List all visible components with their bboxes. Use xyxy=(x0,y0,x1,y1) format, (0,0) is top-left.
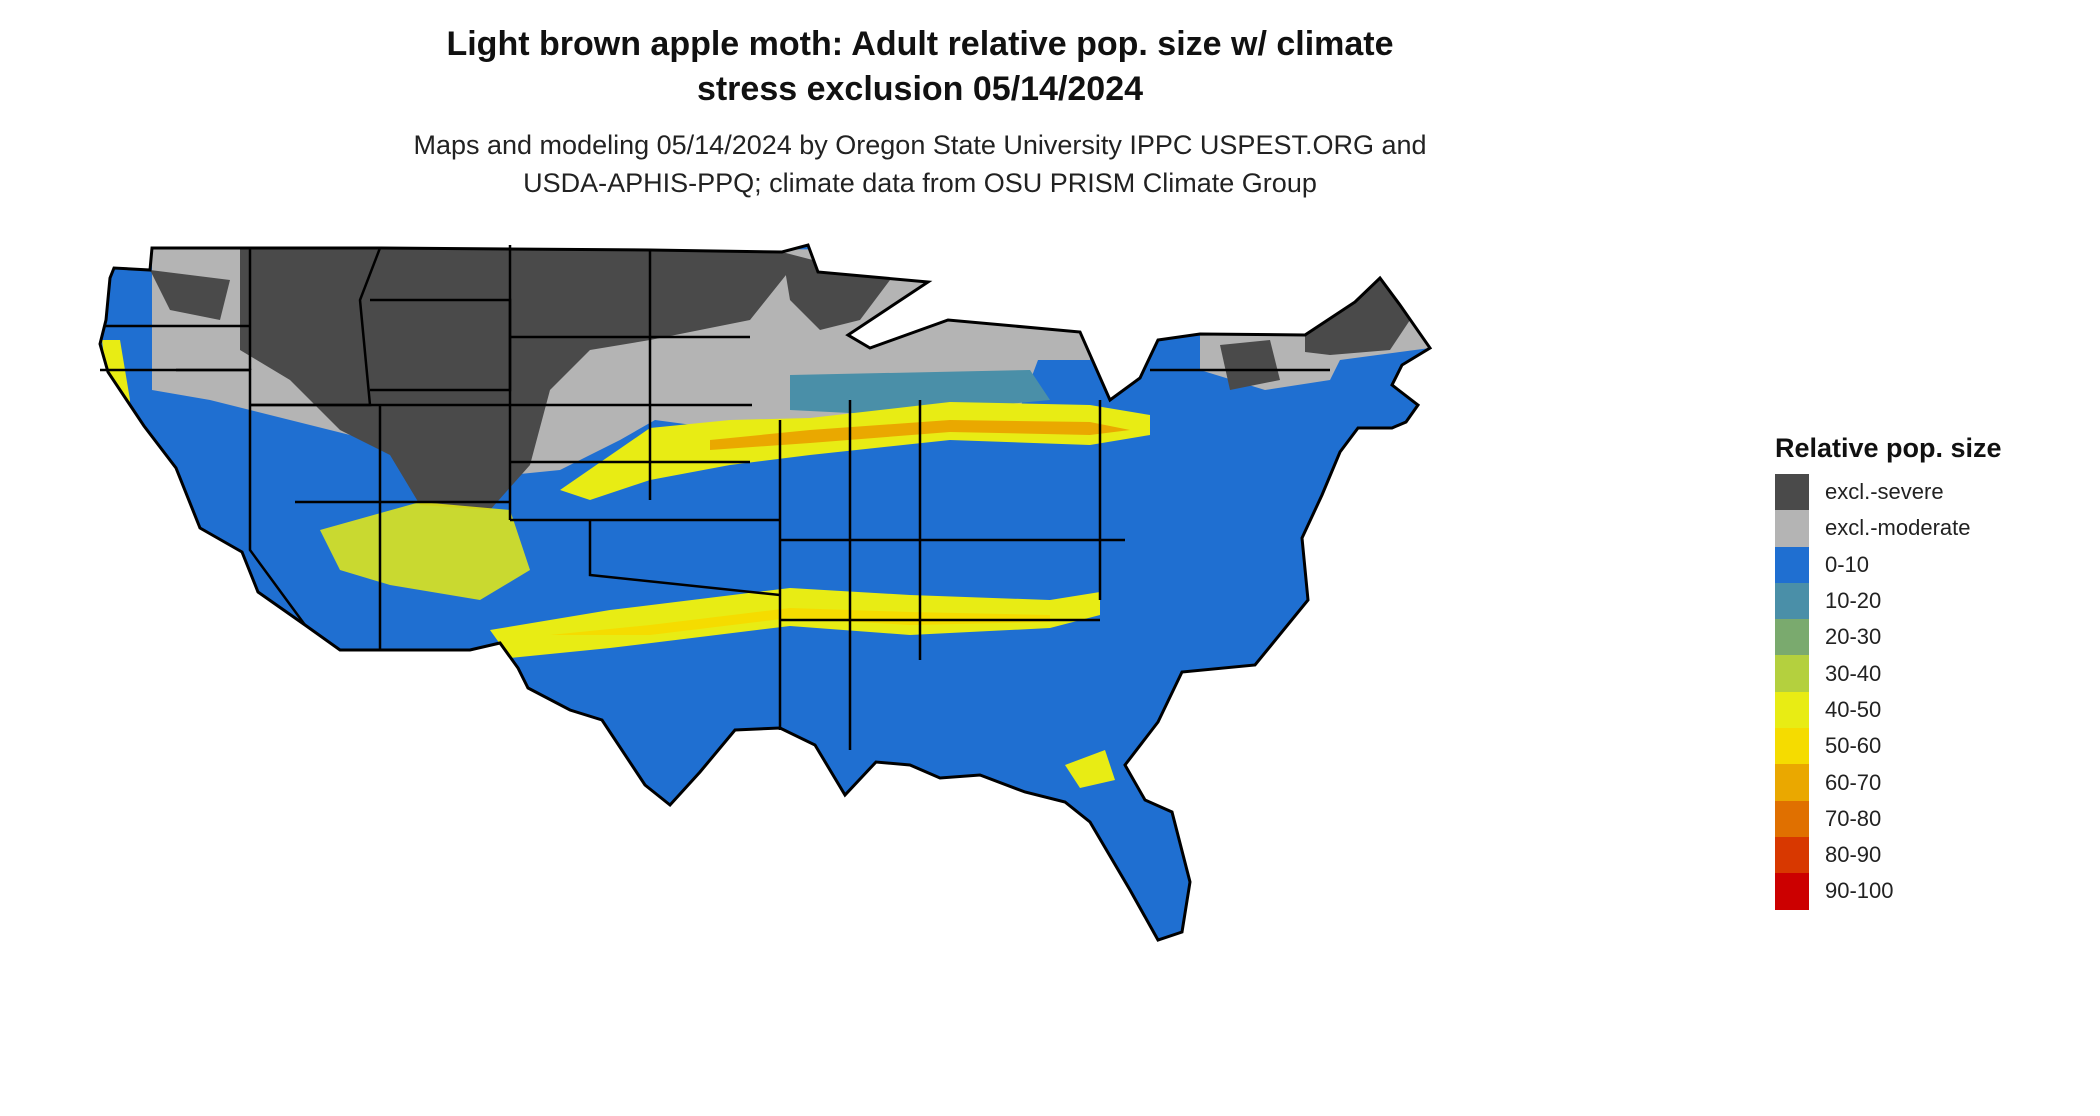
legend-item: 10-20 xyxy=(1775,582,2002,620)
legend-label: 0-10 xyxy=(1825,551,1870,577)
legend-item: 80-90 xyxy=(1775,836,2002,874)
legend-label: 20-30 xyxy=(1825,624,1882,650)
legend-swatch xyxy=(1775,510,1809,547)
legend-swatch xyxy=(1775,800,1809,837)
legend-label: 10-20 xyxy=(1825,588,1882,614)
legend-swatch xyxy=(1775,764,1809,801)
country-outline xyxy=(98,243,1433,942)
legend-label: 70-80 xyxy=(1825,805,1882,831)
legend-label: excl.-severe xyxy=(1825,479,1944,505)
legend: Relative pop. size excl.-severe excl.-mod… xyxy=(1775,433,2002,910)
legend-rows: excl.-severe excl.-moderate 0-10 10-20 20-30… xyxy=(1775,474,2002,910)
legend-swatch xyxy=(1775,655,1809,692)
nevada-border xyxy=(176,368,307,626)
legend-swatch xyxy=(1775,836,1809,874)
legend-label: 40-50 xyxy=(1825,696,1882,722)
legend-label: 50-60 xyxy=(1825,733,1882,759)
legend-item: 30-40 xyxy=(1775,655,2002,692)
legend-item: 50-60 xyxy=(1775,728,2002,765)
legend-item: excl.-severe xyxy=(1775,474,2002,511)
state-boundaries xyxy=(100,245,1330,750)
ok-tx-border xyxy=(588,520,781,597)
legend-swatch xyxy=(1775,728,1809,765)
legend-swatch xyxy=(1775,873,1809,910)
us-map xyxy=(90,240,1750,1116)
title-block: Light brown apple moth: Adult relative p… xyxy=(0,22,1840,202)
map-title-line-1: Light brown apple moth: Adult relative p… xyxy=(446,25,1394,63)
legend-label: 60-70 xyxy=(1825,769,1882,795)
subtitle-block: Maps and modeling 05/14/2024 by Oregon S… xyxy=(0,126,1840,202)
legend-label: 80-90 xyxy=(1825,842,1882,868)
legend-item: 20-30 xyxy=(1775,619,2002,656)
map-title-line-2: stress exclusion 05/14/2024 xyxy=(696,70,1144,108)
legend-item: 70-80 xyxy=(1775,800,2002,837)
map-subtitle-line-1: Maps and modeling 05/14/2024 by Oregon S… xyxy=(413,130,1427,160)
legend-label: excl.-moderate xyxy=(1825,515,1971,541)
legend-swatch xyxy=(1775,474,1809,511)
legend-item: 40-50 xyxy=(1775,691,2002,729)
legend-item: 90-100 xyxy=(1775,873,2002,910)
legend-swatch xyxy=(1775,619,1809,656)
legend-swatch xyxy=(1775,582,1809,620)
legend-item: 0-10 xyxy=(1775,546,2002,583)
legend-item: 60-70 xyxy=(1775,764,2002,801)
legend-title: Relative pop. size xyxy=(1775,433,2002,463)
us-map-svg xyxy=(98,243,1433,942)
legend-label: 30-40 xyxy=(1825,660,1882,686)
legend-label: 90-100 xyxy=(1825,878,1894,904)
legend-swatch xyxy=(1775,546,1809,583)
map-subtitle-line-2: USDA-APHIS-PPQ; climate data from OSU PR… xyxy=(523,168,1317,198)
legend-swatch xyxy=(1775,691,1809,729)
legend-item: excl.-moderate xyxy=(1775,510,2002,547)
climate-suitability-layer xyxy=(100,245,1430,940)
